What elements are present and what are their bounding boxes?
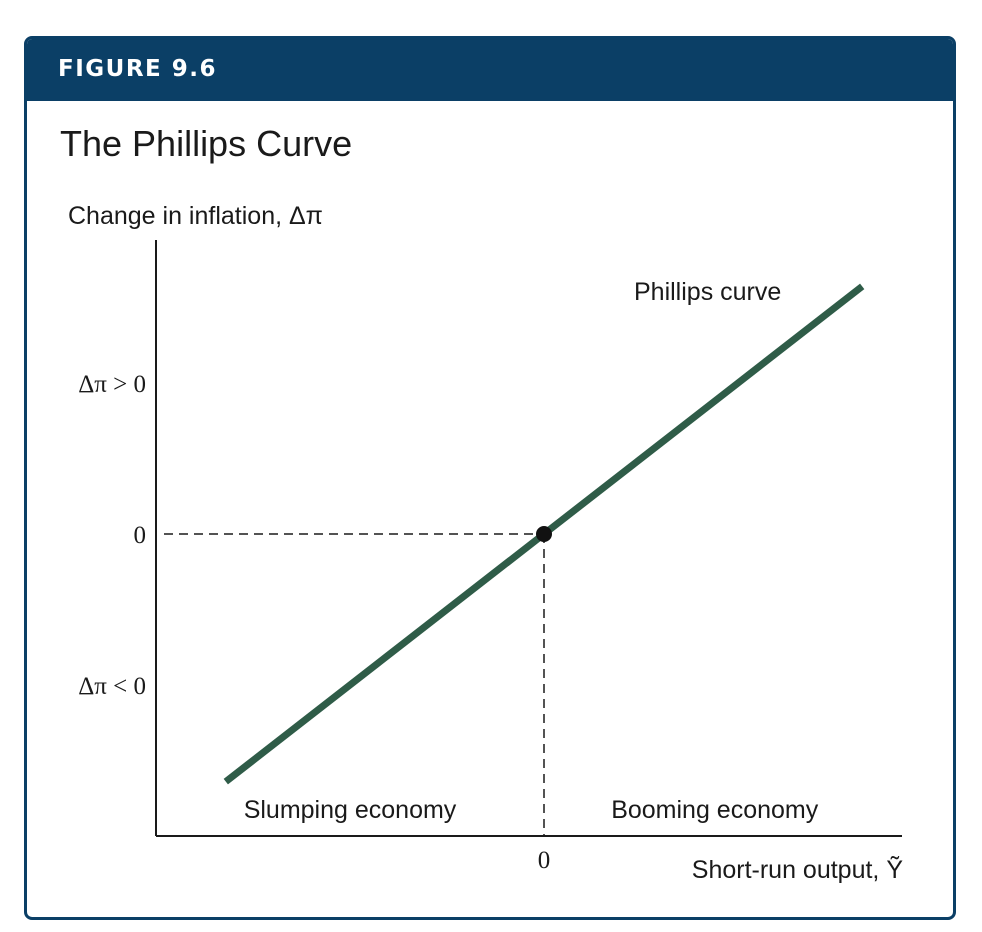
y-tick-label-zero: 0 [134,522,147,549]
slumping-economy-label: Slumping economy [244,796,457,824]
figure-frame: FIGURE 9.6 The Phillips Curve [24,36,956,920]
y-tick-label-positive: Δπ > 0 [78,371,146,398]
y-axis-label: Change in inflation, Δπ [68,202,323,230]
y-tick-label-negative: Δπ < 0 [78,673,146,700]
booming-economy-label: Booming economy [611,796,819,824]
figure-title: The Phillips Curve [60,123,353,164]
phillips-curve-label: Phillips curve [634,278,781,306]
x-tick-label-zero: 0 [538,847,551,874]
figure-header: FIGURE 9.6 [27,39,953,101]
equilibrium-point [536,526,552,542]
figure-label: FIGURE 9.6 [58,56,217,82]
x-axis-label: Short-run output, Ỹ [692,855,904,884]
